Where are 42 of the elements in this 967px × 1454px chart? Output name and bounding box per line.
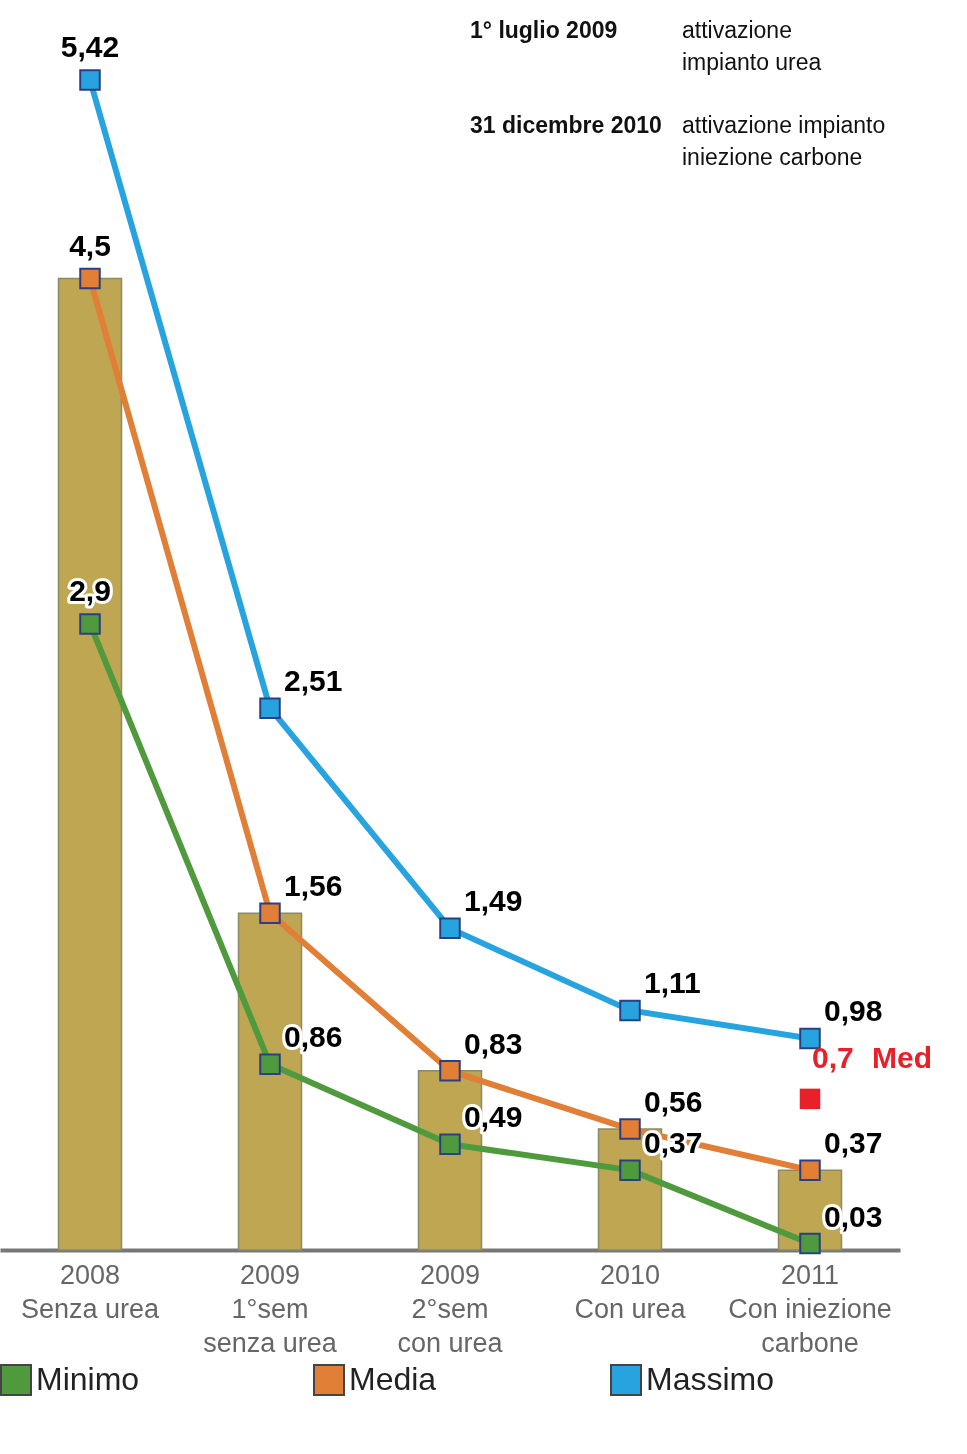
point <box>619 1159 641 1181</box>
x-tick-label: 2011 Con iniezione carbone <box>728 1259 892 1358</box>
annotation: 31 dicembre 2010 <box>470 112 662 138</box>
data-label: 0,83 <box>464 1026 523 1060</box>
point <box>439 917 461 940</box>
text: attivazione impianto urea <box>682 17 822 75</box>
data-label: 1,49 <box>464 884 523 918</box>
point <box>79 69 101 91</box>
data-label: 2,9 <box>69 573 111 607</box>
data-label: 2,51 <box>284 664 343 698</box>
point <box>259 1053 281 1076</box>
legend-label: Massimo <box>646 1361 775 1397</box>
point <box>799 1088 821 1110</box>
point <box>799 1232 821 1255</box>
point <box>259 697 281 719</box>
legend-label: Minimo <box>36 1361 140 1397</box>
point <box>259 902 281 924</box>
data-label: 0,98 <box>824 994 883 1028</box>
data-label: 0,56 <box>644 1085 703 1119</box>
legend-label: Media <box>349 1361 437 1397</box>
point <box>79 267 101 290</box>
x-tick-label: 2010 Con urea <box>574 1259 687 1324</box>
point <box>439 1133 461 1155</box>
annotation: attivazione impianto iniezione carbone <box>682 112 886 170</box>
x-tick-label: 2009 1°sem senza urea <box>203 1259 338 1358</box>
point <box>619 1118 641 1140</box>
point <box>799 1027 821 1050</box>
x-tick-label: 2008 Senza urea <box>20 1259 161 1324</box>
x-tick-label: 2009 2°sem con urea <box>397 1259 504 1358</box>
point <box>79 613 101 635</box>
data-label: 1,11 <box>644 966 701 1000</box>
point <box>619 999 641 1022</box>
data-label: 5,42 <box>60 30 120 63</box>
text: 1° luglio 2009 <box>470 17 618 43</box>
point <box>439 1060 461 1082</box>
data-label: 0,7 <box>812 1040 854 1074</box>
series-label: Med <box>872 1040 932 1074</box>
data-label: 0,37 <box>824 1126 883 1160</box>
bar <box>57 277 123 1251</box>
data-label: 4,5 <box>69 228 111 262</box>
data-label: 1,56 <box>284 869 343 903</box>
point <box>799 1159 821 1181</box>
